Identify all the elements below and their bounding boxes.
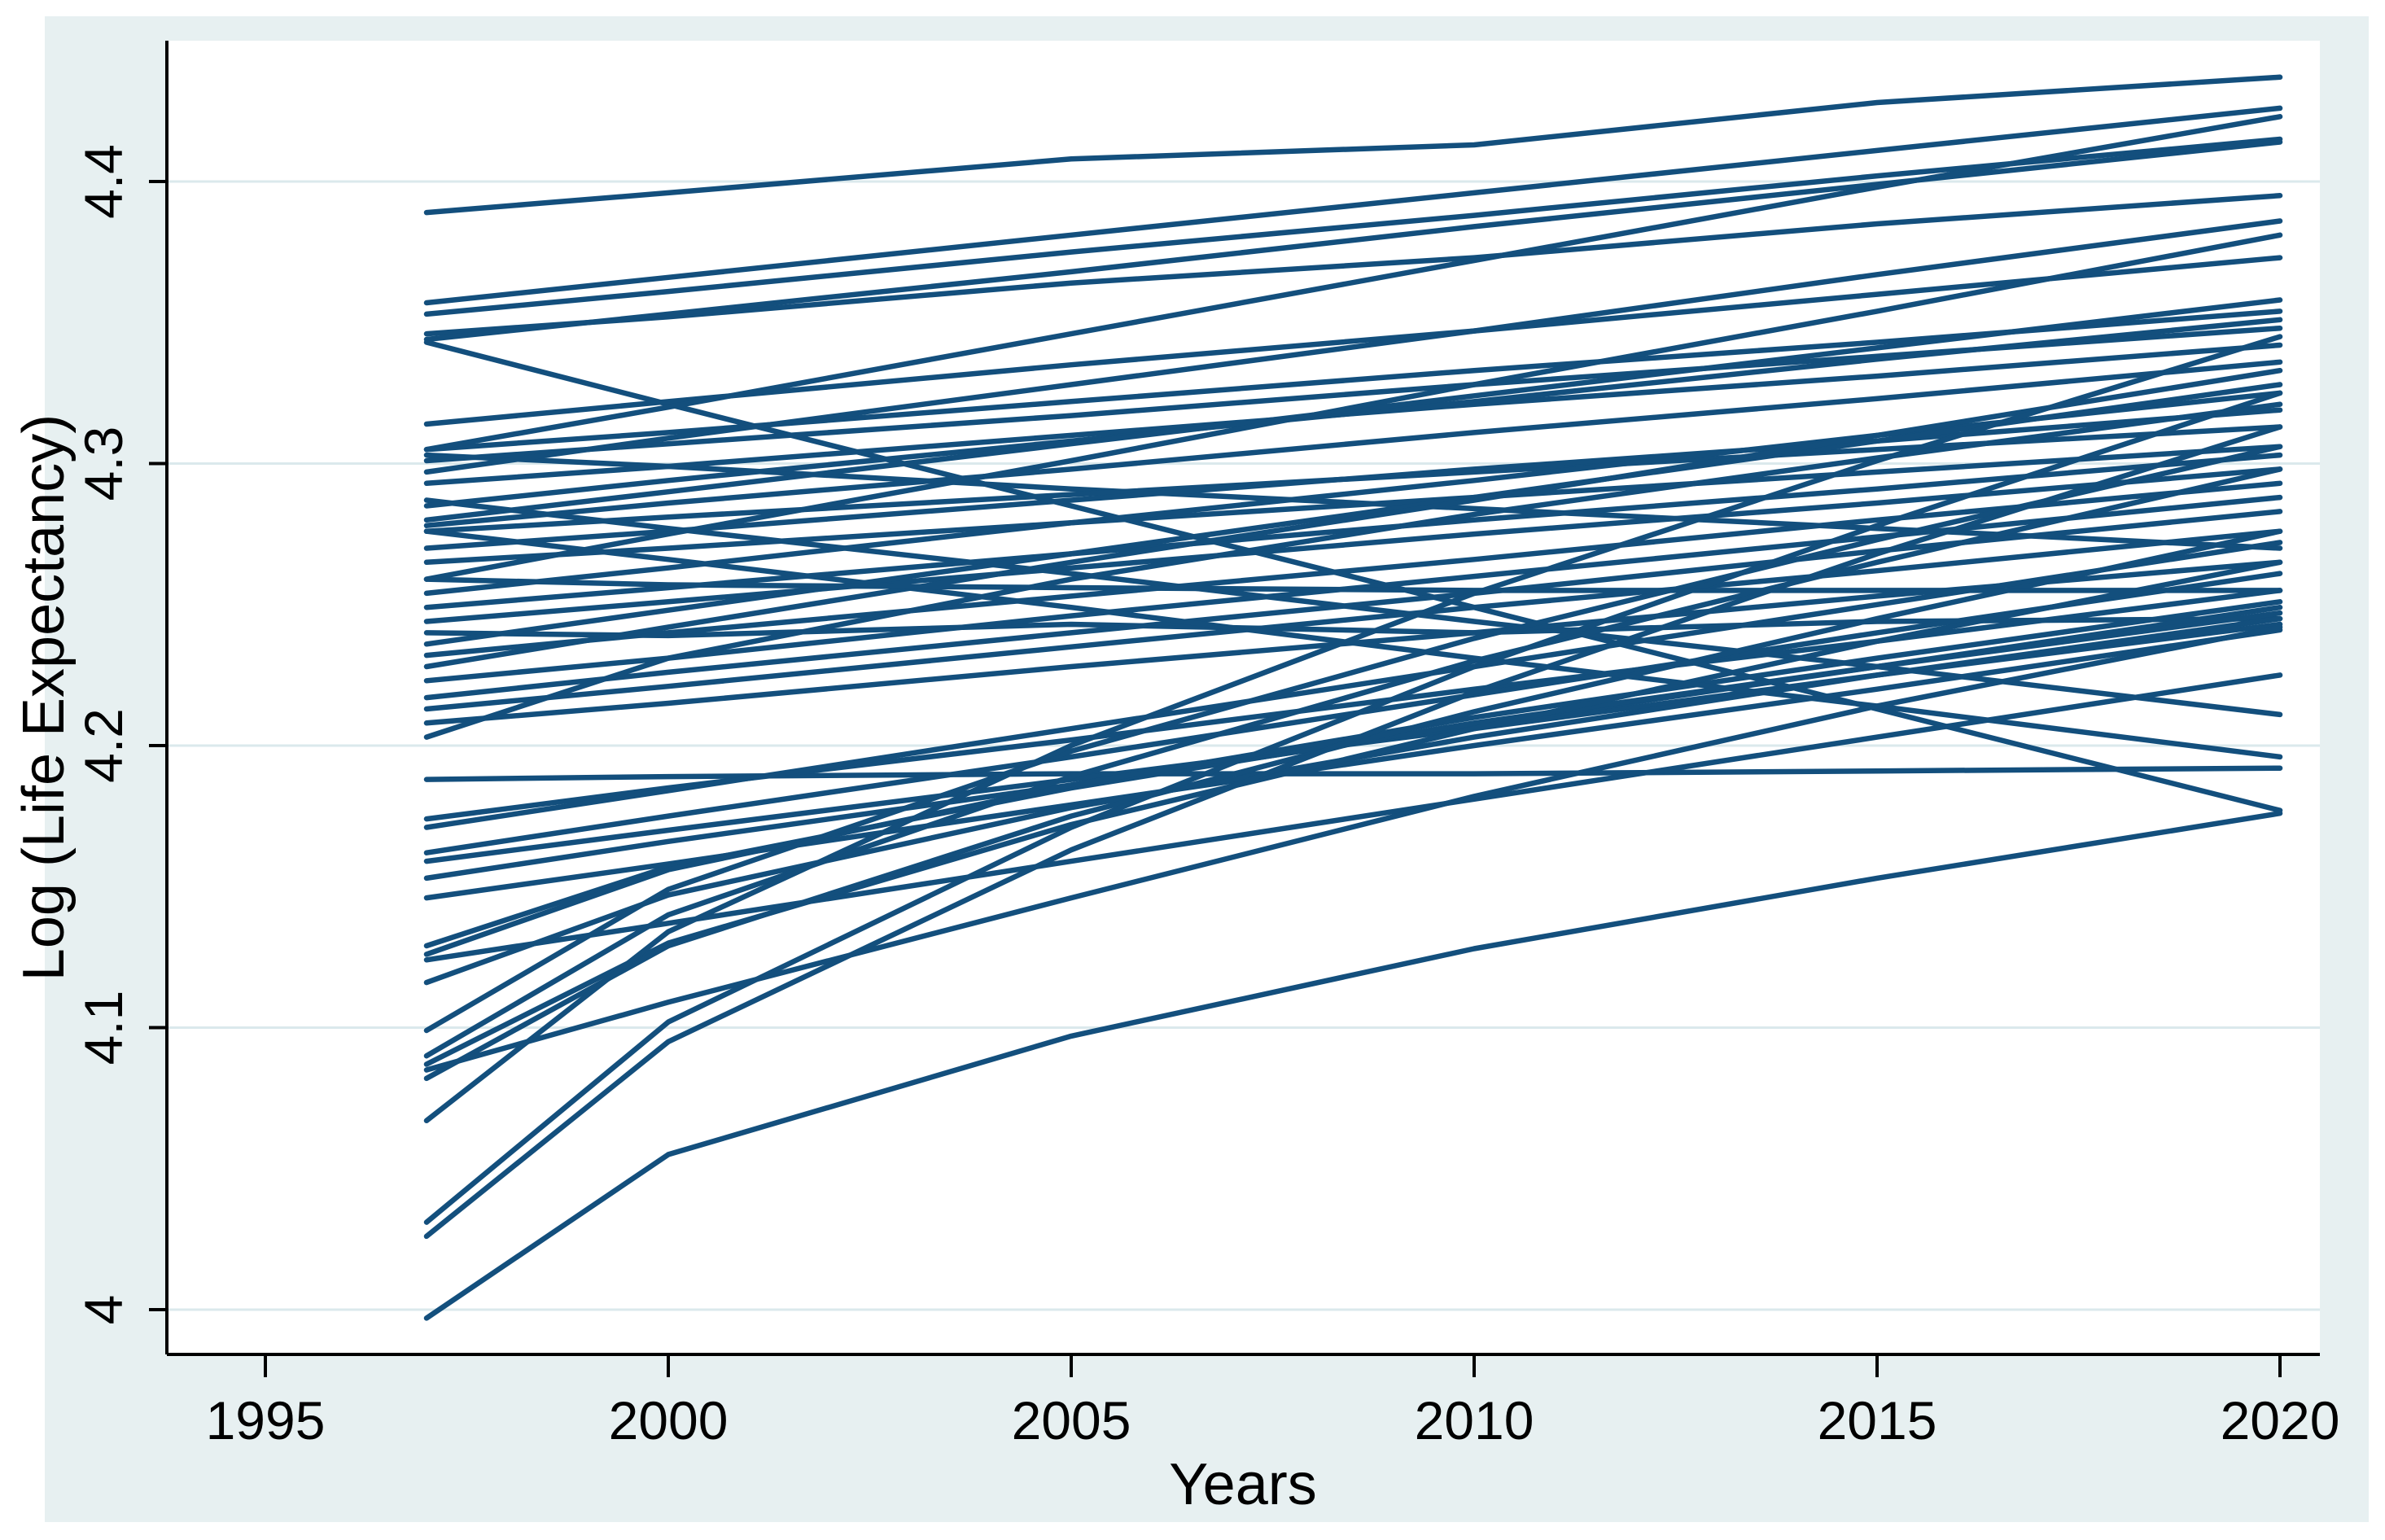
x-tick-label: 2020 bbox=[2221, 1390, 2340, 1450]
trajectory-line bbox=[423, 407, 2283, 551]
trajectory-line bbox=[423, 390, 2283, 597]
trajectory-line bbox=[423, 105, 2283, 306]
y-axis-tick-labels: 4 4.1 4.2 4.3 4.4 bbox=[73, 144, 133, 1324]
trajectory-line bbox=[423, 528, 2283, 760]
horizontal-gridlines bbox=[167, 180, 2320, 1311]
y-axis-ticks bbox=[149, 180, 167, 1311]
trajectory-line bbox=[423, 334, 2283, 1124]
trajectory-line bbox=[423, 444, 2283, 566]
trajectory-line bbox=[423, 255, 2283, 427]
trajectory-line bbox=[423, 452, 2283, 610]
trajectory-line bbox=[423, 571, 2283, 855]
trajectory-line bbox=[423, 382, 2283, 647]
trajectory-line bbox=[423, 528, 2283, 1082]
trajectory-line bbox=[423, 308, 2283, 453]
x-tick-label: 2015 bbox=[1818, 1390, 1937, 1450]
trajectory-line bbox=[423, 624, 2283, 1073]
trajectory-line bbox=[423, 218, 2283, 475]
trajectory-line bbox=[423, 466, 2283, 624]
y-tick-label: 4.3 bbox=[73, 427, 133, 501]
trajectory-line bbox=[423, 576, 2283, 593]
y-tick-label: 4.2 bbox=[73, 708, 133, 783]
trajectory-line bbox=[423, 540, 2283, 830]
trajectory-line bbox=[423, 599, 2283, 957]
trajectory-line bbox=[423, 528, 2283, 712]
trajectory-line bbox=[423, 610, 2283, 949]
trajectory-lines bbox=[423, 74, 2283, 1321]
trajectory-line bbox=[423, 672, 2283, 963]
trajectory-line bbox=[423, 810, 2283, 1321]
x-axis-title: Years bbox=[1169, 1452, 1316, 1517]
trajectory-line bbox=[423, 232, 2283, 582]
trajectory-line bbox=[423, 136, 2283, 317]
trajectory-line bbox=[423, 297, 2283, 523]
trajectory-line bbox=[423, 390, 2283, 1225]
trajectory-line bbox=[423, 444, 2283, 1034]
trajectory-line bbox=[423, 480, 2283, 658]
x-tick-label: 2005 bbox=[1012, 1390, 1131, 1450]
trajectory-line bbox=[423, 401, 2283, 740]
x-axis-ticks bbox=[264, 1354, 2282, 1377]
trajectory-line bbox=[423, 424, 2283, 1240]
trajectory-line bbox=[423, 367, 2283, 670]
x-tick-label: 1995 bbox=[206, 1390, 326, 1450]
y-axis-title: Log (Life Expectancy) bbox=[11, 414, 77, 981]
x-tick-label: 2010 bbox=[1415, 1390, 1534, 1450]
trajectory-line bbox=[423, 466, 2283, 1059]
x-tick-label: 2000 bbox=[609, 1390, 729, 1450]
trajectory-line bbox=[423, 588, 2283, 822]
trajectory-line bbox=[423, 359, 2283, 528]
trajectory-line bbox=[423, 114, 2283, 453]
y-tick-label: 4.1 bbox=[73, 991, 133, 1065]
y-tick-label: 4 bbox=[73, 1295, 133, 1325]
trajectory-line bbox=[423, 74, 2283, 216]
x-axis-tick-labels: 1995 2000 2005 2010 2015 2020 bbox=[206, 1390, 2340, 1450]
y-tick-label: 4.4 bbox=[73, 144, 133, 219]
